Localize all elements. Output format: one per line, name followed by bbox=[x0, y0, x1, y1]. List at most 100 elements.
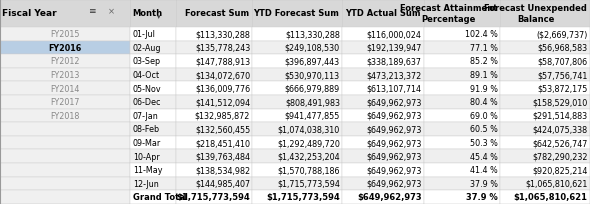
Bar bbox=[342, 28, 424, 41]
Text: $808,491,983: $808,491,983 bbox=[285, 98, 340, 107]
Bar bbox=[424, 163, 500, 177]
Text: $113,330,288: $113,330,288 bbox=[285, 30, 340, 39]
Text: $642,526,747: $642,526,747 bbox=[532, 139, 588, 147]
Text: $1,432,253,204: $1,432,253,204 bbox=[277, 152, 340, 161]
Text: 03-Sep: 03-Sep bbox=[133, 57, 161, 66]
Bar bbox=[253, 95, 342, 109]
Bar bbox=[0, 0, 130, 28]
Text: $1,570,788,186: $1,570,788,186 bbox=[277, 165, 340, 174]
Text: $920,825,214: $920,825,214 bbox=[532, 165, 588, 174]
Text: $1,065,810,621: $1,065,810,621 bbox=[525, 179, 588, 188]
Text: ($2,669,737): ($2,669,737) bbox=[536, 30, 588, 39]
Bar bbox=[424, 69, 500, 82]
Text: 60.5 %: 60.5 % bbox=[470, 125, 498, 134]
Bar bbox=[0, 28, 130, 41]
Text: $649,962,973: $649,962,973 bbox=[366, 152, 422, 161]
Bar bbox=[130, 163, 176, 177]
Text: $132,985,872: $132,985,872 bbox=[195, 111, 250, 120]
Text: Month: Month bbox=[132, 9, 162, 18]
Bar bbox=[130, 0, 176, 28]
Bar bbox=[176, 177, 253, 190]
Bar bbox=[424, 55, 500, 69]
Text: $396,897,443: $396,897,443 bbox=[285, 57, 340, 66]
Bar bbox=[130, 41, 176, 55]
Bar bbox=[253, 136, 342, 150]
Bar bbox=[0, 150, 130, 163]
Text: $1,715,773,594: $1,715,773,594 bbox=[266, 193, 340, 202]
Bar bbox=[500, 82, 590, 95]
Text: Forecast Unexpended
Balance: Forecast Unexpended Balance bbox=[484, 4, 587, 24]
Text: YTD Actual Sum: YTD Actual Sum bbox=[346, 9, 421, 18]
Bar bbox=[130, 109, 176, 123]
Text: $782,290,232: $782,290,232 bbox=[532, 152, 588, 161]
Text: 02-Aug: 02-Aug bbox=[133, 44, 162, 53]
Text: 69.0 %: 69.0 % bbox=[470, 111, 498, 120]
Bar bbox=[130, 82, 176, 95]
Bar bbox=[0, 55, 130, 69]
Text: 05-Nov: 05-Nov bbox=[133, 84, 162, 93]
Bar bbox=[253, 123, 342, 136]
Text: Forecast Sum: Forecast Sum bbox=[185, 9, 250, 18]
Bar bbox=[176, 0, 253, 28]
Text: $113,330,288: $113,330,288 bbox=[195, 30, 250, 39]
Bar bbox=[176, 82, 253, 95]
Bar bbox=[424, 82, 500, 95]
Bar bbox=[424, 136, 500, 150]
Text: 09-Mar: 09-Mar bbox=[133, 139, 161, 147]
Bar bbox=[500, 55, 590, 69]
Bar bbox=[0, 109, 130, 123]
Text: 10-Apr: 10-Apr bbox=[133, 152, 160, 161]
Bar bbox=[0, 41, 130, 55]
Bar bbox=[176, 95, 253, 109]
Text: $135,778,243: $135,778,243 bbox=[195, 44, 250, 53]
Bar bbox=[424, 123, 500, 136]
Text: 91.9 %: 91.9 % bbox=[470, 84, 498, 93]
Text: $291,514,883: $291,514,883 bbox=[533, 111, 588, 120]
Bar bbox=[176, 123, 253, 136]
Bar bbox=[342, 0, 424, 28]
Text: $649,962,973: $649,962,973 bbox=[366, 98, 422, 107]
Text: 11-May: 11-May bbox=[133, 165, 162, 174]
Bar bbox=[500, 28, 590, 41]
Bar bbox=[424, 0, 500, 28]
Bar bbox=[500, 177, 590, 190]
Text: 102.4 %: 102.4 % bbox=[465, 30, 498, 39]
Bar bbox=[253, 109, 342, 123]
Text: $1,065,810,621: $1,065,810,621 bbox=[514, 193, 588, 202]
Text: $136,009,776: $136,009,776 bbox=[195, 84, 250, 93]
Text: $116,000,024: $116,000,024 bbox=[367, 30, 422, 39]
Bar bbox=[130, 177, 176, 190]
Bar bbox=[500, 0, 590, 28]
Text: $138,534,982: $138,534,982 bbox=[195, 165, 250, 174]
Bar bbox=[253, 190, 342, 204]
Text: 08-Feb: 08-Feb bbox=[133, 125, 160, 134]
Text: $1,074,038,310: $1,074,038,310 bbox=[278, 125, 340, 134]
Bar bbox=[253, 82, 342, 95]
Bar bbox=[500, 109, 590, 123]
Text: $424,075,338: $424,075,338 bbox=[533, 125, 588, 134]
Bar bbox=[130, 95, 176, 109]
Bar bbox=[500, 163, 590, 177]
Bar bbox=[500, 150, 590, 163]
Text: $57,756,741: $57,756,741 bbox=[537, 71, 588, 80]
Bar bbox=[424, 150, 500, 163]
Text: ×: × bbox=[108, 7, 115, 16]
Text: $192,139,947: $192,139,947 bbox=[366, 44, 422, 53]
Text: $58,707,806: $58,707,806 bbox=[537, 57, 588, 66]
Text: ▾: ▾ bbox=[157, 14, 160, 20]
Text: FY2017: FY2017 bbox=[50, 98, 80, 107]
Text: Forecast Attainment
Percentage: Forecast Attainment Percentage bbox=[400, 4, 497, 24]
Bar bbox=[176, 41, 253, 55]
Text: 07-Jan: 07-Jan bbox=[133, 111, 159, 120]
Text: $530,970,113: $530,970,113 bbox=[285, 71, 340, 80]
Text: $649,962,973: $649,962,973 bbox=[366, 139, 422, 147]
Bar bbox=[0, 123, 130, 136]
Bar bbox=[253, 0, 342, 28]
Text: $649,962,973: $649,962,973 bbox=[366, 111, 422, 120]
Text: FY2016: FY2016 bbox=[48, 44, 81, 53]
Text: $649,962,973: $649,962,973 bbox=[366, 179, 422, 188]
Bar bbox=[424, 109, 500, 123]
Bar bbox=[342, 69, 424, 82]
Text: 89.1 %: 89.1 % bbox=[470, 71, 498, 80]
Bar bbox=[130, 69, 176, 82]
